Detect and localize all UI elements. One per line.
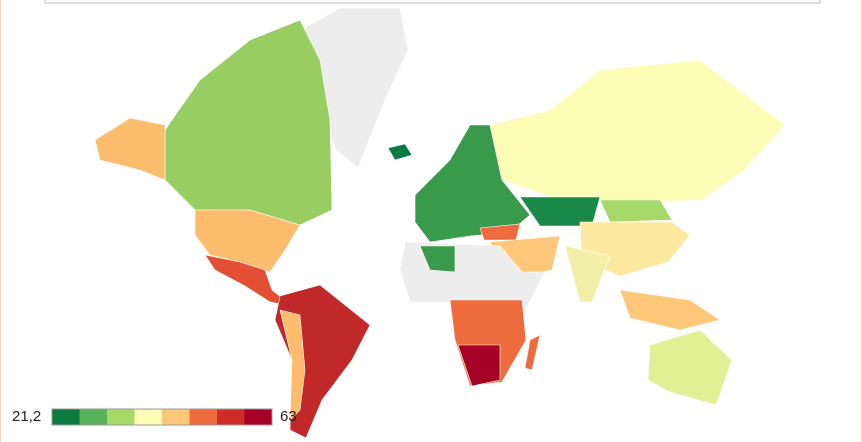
legend-swatch — [244, 409, 273, 425]
alaska — [94, 117, 166, 181]
legend-swatch — [107, 409, 135, 425]
legend-border — [51, 408, 273, 426]
legend-swatch — [134, 409, 163, 425]
countries — [94, 7, 786, 439]
australia — [647, 329, 733, 406]
iceland — [387, 143, 413, 161]
mongolia — [599, 199, 673, 223]
europe — [414, 124, 531, 243]
legend-swatch — [162, 409, 190, 425]
legend-min: 21,2 — [12, 408, 41, 425]
southeast-asia — [619, 289, 721, 331]
india — [564, 245, 611, 303]
legend-swatch — [189, 409, 218, 425]
legend-swatch — [79, 409, 108, 425]
canada — [164, 19, 333, 226]
legend: 21,2 63 — [12, 408, 297, 426]
madagascar — [524, 334, 541, 371]
legend-swatch — [52, 409, 80, 425]
algeria — [419, 245, 456, 273]
south-africa — [457, 344, 501, 387]
andes — [279, 309, 306, 421]
toolbar-edge — [44, 0, 821, 4]
russia — [489, 59, 786, 203]
usa — [194, 209, 301, 273]
legend-swatch — [217, 409, 245, 425]
legend-max: 63 — [280, 408, 297, 425]
